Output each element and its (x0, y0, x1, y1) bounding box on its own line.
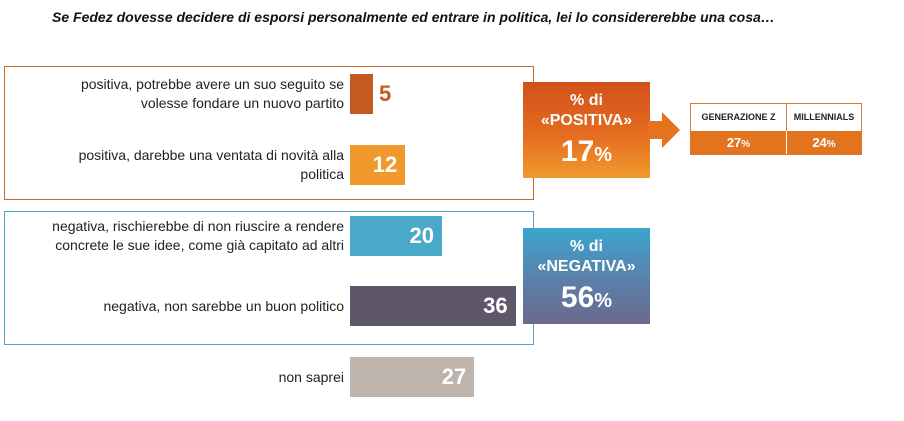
chart-title: Se Fedez dovesse decidere di esporsi per… (52, 9, 775, 25)
positive-summary-unit: % (594, 144, 613, 166)
table-divider (786, 104, 787, 131)
gen-z-header: GENERAZIONE Z (701, 112, 776, 122)
generations-table: GENERAZIONE Z MILLENNIALS 27% 24% (690, 103, 862, 155)
gen-z-value: 27 (726, 135, 742, 150)
bar-value-4: 36 (483, 293, 508, 318)
negative-summary-box: % di «NEGATIVA» 56% (523, 228, 650, 324)
row-label-5: non saprei (279, 368, 344, 387)
row-label-line: positiva, darebbe una ventata di novità … (78, 147, 344, 163)
negative-summary-line1: % di (570, 238, 603, 255)
negative-summary-unit: % (594, 290, 613, 312)
bar-value-1: 5 (379, 81, 392, 106)
positive-group-frame (4, 66, 534, 200)
row-label-line: negativa, rischierebbe di non riuscire a… (52, 218, 344, 234)
row-label-4: negativa, non sarebbe un buon politico (103, 297, 344, 316)
row-label-line: politica (300, 166, 344, 182)
bar-value-3: 20 (409, 223, 434, 248)
table-value-divider (786, 131, 787, 154)
negative-summary-value: 56 (560, 281, 595, 314)
arrow-right-icon (648, 112, 680, 148)
gen-z-unit: % (741, 139, 751, 150)
millennials-value: 24 (812, 135, 827, 150)
negative-summary-line2: «NEGATIVA» (537, 258, 636, 275)
row-label-2: positiva, darebbe una ventata di novità … (79, 146, 344, 184)
bar-value-5: 27 (441, 364, 467, 389)
row-label-3: negativa, rischierebbe di non riuscire a… (52, 217, 344, 255)
row-label-line: volesse fondare un nuovo partito (140, 95, 344, 111)
bar-5 (350, 357, 475, 397)
millennials-value-cell: 24% (787, 131, 861, 154)
bar-4 (350, 286, 516, 326)
bar-value-2: 12 (372, 152, 398, 177)
bar-2 (350, 145, 406, 185)
positive-summary-value: 17 (560, 135, 595, 168)
positive-summary-line2: «POSITIVA» (540, 112, 633, 129)
gen-z-value-cell: 27% (691, 131, 786, 154)
bar-1 (350, 74, 373, 114)
millennials-header: MILLENNIALS (793, 112, 855, 122)
positive-summary-line1: % di (570, 92, 603, 109)
millennials-unit: % (826, 139, 836, 150)
row-label-line: positiva, potrebbe avere un suo seguito … (80, 76, 344, 92)
bar-3 (350, 216, 442, 256)
row-label-line: negativa, non sarebbe un buon politico (103, 297, 344, 314)
row-label-line: non saprei (278, 368, 344, 385)
row-label-1: positiva, potrebbe avere un suo seguito … (81, 75, 344, 113)
row-label-line: concrete le sue idee, come già capitato … (55, 237, 344, 253)
positive-summary-box: % di «POSITIVA» 17% (523, 82, 650, 178)
